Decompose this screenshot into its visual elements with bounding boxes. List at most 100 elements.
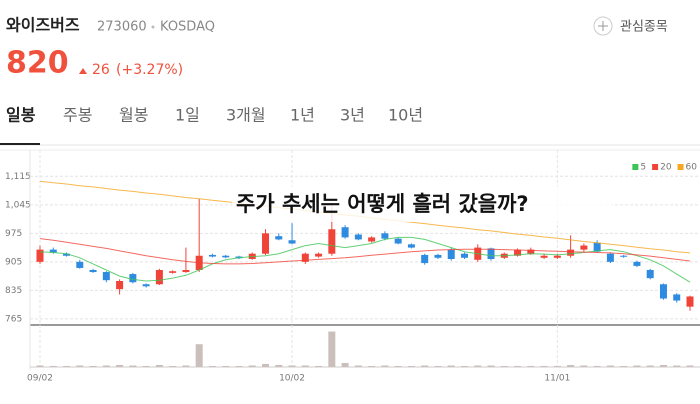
volume-bar — [182, 365, 190, 367]
volume-bar — [593, 365, 601, 367]
candle-body — [460, 253, 468, 258]
volume-bar — [116, 364, 124, 367]
candle-body — [527, 249, 535, 254]
x-tick-label: 10/02 — [279, 374, 305, 384]
candle-body — [315, 253, 323, 257]
volume-bar — [620, 365, 628, 367]
candle-body — [407, 244, 415, 248]
y-tick-label: 905 — [5, 257, 22, 267]
candle-body — [633, 261, 641, 266]
candle-body — [553, 255, 561, 258]
candle-body — [275, 236, 283, 240]
candle-body — [394, 238, 402, 244]
candle-body — [328, 229, 336, 254]
volume-bar — [673, 365, 681, 367]
volume-bar — [354, 365, 362, 367]
candle-body — [102, 272, 110, 281]
tab[interactable]: 1일 — [175, 106, 200, 125]
candle-body — [288, 240, 296, 244]
candle-body — [116, 281, 124, 290]
moving-average-line — [39, 236, 691, 283]
x-tick-label: 09/02 — [27, 374, 53, 384]
candle-body — [487, 248, 495, 259]
change: 26 — [92, 62, 110, 78]
volume-bar — [368, 365, 376, 367]
volume-bar — [407, 365, 415, 367]
volume-bar — [155, 364, 163, 367]
volume-bar — [580, 365, 588, 367]
candle-body — [222, 255, 230, 258]
candle-body — [89, 270, 97, 273]
candle-body — [341, 227, 349, 238]
overlay-title: 주가 추세는 어떻게 흘러 갔을까? — [236, 192, 529, 216]
legend-label: 20 — [660, 163, 672, 173]
volume-bar — [474, 365, 482, 367]
candle-body — [301, 253, 309, 262]
volume-bar — [394, 365, 402, 367]
volume-bar — [248, 365, 256, 367]
y-tick-label: 1,115 — [5, 172, 31, 182]
tab[interactable]: 일봉 — [6, 106, 36, 125]
legend-swatch — [677, 164, 684, 170]
change-pct: (+3.27%) — [116, 62, 183, 78]
volume-bar — [527, 365, 535, 367]
tab[interactable]: 월봉 — [119, 106, 148, 125]
volume-bar — [275, 364, 283, 367]
candle-body — [606, 253, 614, 262]
dot — [151, 25, 155, 29]
tab[interactable]: 10년 — [388, 106, 423, 125]
y-tick-label: 975 — [5, 229, 22, 239]
volume-bar — [49, 365, 57, 367]
tab[interactable]: 3년 — [340, 106, 365, 125]
x-tick-label: 11/01 — [544, 374, 570, 384]
candle-body — [673, 294, 681, 301]
legend-swatch — [632, 164, 639, 170]
candle-body — [76, 261, 84, 268]
candle-body — [514, 249, 522, 256]
candle-body — [368, 237, 376, 242]
plus — [598, 21, 608, 31]
watch-button[interactable]: 관심종목 — [593, 16, 668, 36]
market: KOSDAQ — [160, 20, 215, 35]
volume-bar — [76, 365, 84, 367]
volume-bar — [222, 365, 230, 367]
tabs: 일봉 주봉 월봉 1일 3개월 1년 3년 10년 — [6, 106, 423, 125]
volume-bar — [89, 365, 97, 367]
watch-label: 관심종목 — [620, 20, 668, 35]
candle-body — [36, 249, 44, 262]
tab[interactable]: 3개월 — [226, 106, 266, 125]
candle-body — [593, 242, 601, 252]
volume-bar — [460, 365, 468, 367]
overlay-box — [232, 186, 612, 222]
candle-body — [686, 296, 694, 307]
volume-bar — [235, 365, 243, 367]
candle-body — [659, 284, 667, 299]
volume-bar — [142, 365, 150, 367]
volume-bar — [659, 364, 667, 367]
volume-bar — [288, 365, 296, 367]
tab[interactable]: 1년 — [290, 106, 315, 125]
y-tick-label: 765 — [5, 314, 22, 324]
volume-bar — [487, 365, 495, 367]
volume-bar — [434, 365, 442, 367]
candle-body — [447, 249, 455, 259]
volume-bar — [129, 365, 137, 367]
tab[interactable]: 주봉 — [63, 106, 92, 125]
candle-body — [142, 284, 150, 287]
volume-bar — [315, 365, 323, 367]
volume-bar — [500, 365, 508, 367]
stock-name: 와이즈버즈 — [6, 16, 80, 35]
stock-code: 273060 — [97, 20, 147, 35]
volume-bar — [262, 363, 270, 367]
volume-bar — [169, 365, 177, 367]
moving-average-line — [39, 238, 691, 265]
volume-bar — [540, 365, 548, 367]
volume-bar — [208, 365, 216, 367]
watch-icon — [593, 16, 613, 36]
candle-body — [421, 254, 429, 264]
up-arrow — [79, 68, 87, 74]
price: 820 — [6, 46, 69, 81]
candle-body — [354, 234, 362, 240]
candle-body — [620, 255, 628, 257]
